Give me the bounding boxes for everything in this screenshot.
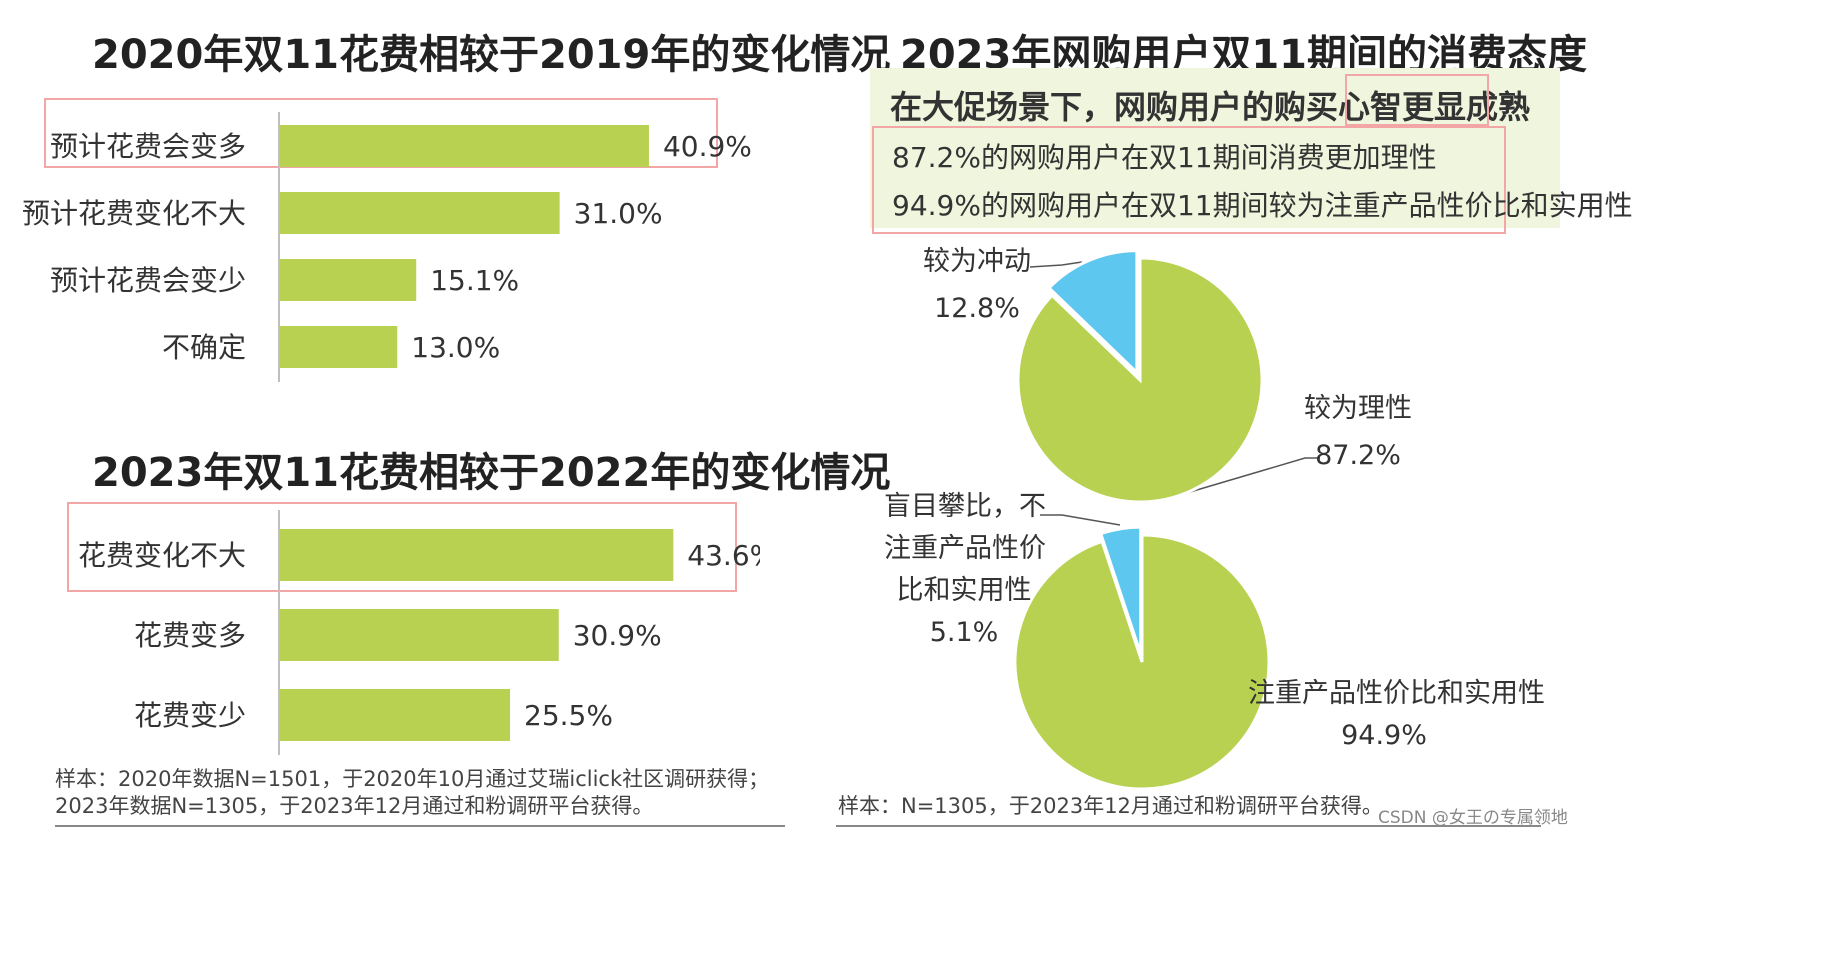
pie-slice-minor [1046,249,1139,377]
category-label: 花费变多 [134,619,246,652]
pie2-slice-name-line3: 比和实用性 [896,575,1032,606]
bar [280,192,560,234]
bar [280,689,511,741]
pie1-slice-value: 12.8% [934,293,1020,324]
value-label: 15.1% [430,264,519,297]
bar [280,609,559,661]
category-label: 花费变化不大 [78,539,246,572]
category-label: 预计花费会变少 [50,264,246,297]
pie-slice-main [1013,533,1271,790]
pie1-slice-name: 较为冲动 [923,246,1031,277]
bar [280,125,649,167]
bar-chart-2020: 预计花费会变多 40.9% 预计花费变化不大 31.0% 预计花费会变少 15.1% 不确定… [22,112,752,382]
left-footnote-divider [55,825,785,827]
value-label: 43.6% [687,539,760,572]
leader-line-comparison [1040,514,1121,526]
pie1-main-label: 较为理性 87.2% [1300,385,1416,479]
highlight-box-stats [872,126,1506,234]
category-label: 预计花费会变多 [50,130,246,163]
chart2-title: 2023年双11花费相较于2022年的变化情况 [92,450,891,496]
summary-panel [870,68,1560,228]
category-label: 花费变少 [134,699,246,732]
pie2-main-label: 注重产品性价比和实用性 94.9% [1248,673,1545,757]
pie2-slice-value: 5.1% [929,617,999,648]
chart1-title: 2020年双11花费相较于2019年的变化情况 [92,32,891,78]
bar [280,259,417,301]
pie2-slice-name-line1: 盲目攀比，不 [884,491,1046,522]
summary-headline: 在大促场景下，网购用户的购买心智更显成熟 [890,88,1531,126]
pie-slice-main [1016,256,1264,504]
bar [280,326,398,368]
highlight-box-headline [1345,74,1489,126]
leader-line-rational [1189,457,1320,493]
pie1-main-name: 较为理性 [1304,393,1412,424]
leader-line-impulsive [1029,261,1083,268]
right-footnote-divider [836,825,1541,827]
value-label: 13.0% [411,331,500,364]
stat-line-1: 87.2%的网购用户在双11期间消费更加理性 [892,141,1437,174]
stat-line-2: 94.9%的网购用户在双11期间较为注重产品性价比和实用性 [892,189,1633,222]
pie-slice-minor [1098,525,1143,655]
bar [280,529,674,581]
pie2-main-value: 94.9% [1341,720,1427,751]
right-footnote: 样本：N=1305，于2023年12月通过和粉调研平台获得。 [838,794,1383,818]
category-label: 不确定 [162,331,246,364]
pie1-main-value: 87.2% [1315,440,1401,471]
pie1-slice-label: 较为冲动 12.8% [922,238,1032,332]
watermark: CSDN @女王の专属领地 [1378,808,1568,828]
pie-charts [1013,249,1320,790]
value-label: 40.9% [663,130,752,163]
pie2-slice-name-line2: 注重产品性价 [884,533,1046,564]
left-footnote: 样本：2020年数据N=1501，于2020年10月通过艾瑞iclick社区调研… [55,767,770,818]
value-label: 31.0% [574,197,663,230]
value-label: 25.5% [524,699,613,732]
highlight-box-chart2 [67,502,737,592]
pie2-main-name: 注重产品性价比和实用性 [1248,678,1545,709]
value-label: 30.9% [573,619,662,652]
bar-chart-2023: 花费变化不大 43.6% 花费变多 30.9% 花费变少 25.5% [78,510,760,755]
pie2-slice-label: 盲目攀比，不 注重产品性价 比和实用性 5.1% [884,486,1046,654]
category-label: 预计花费变化不大 [22,197,246,230]
